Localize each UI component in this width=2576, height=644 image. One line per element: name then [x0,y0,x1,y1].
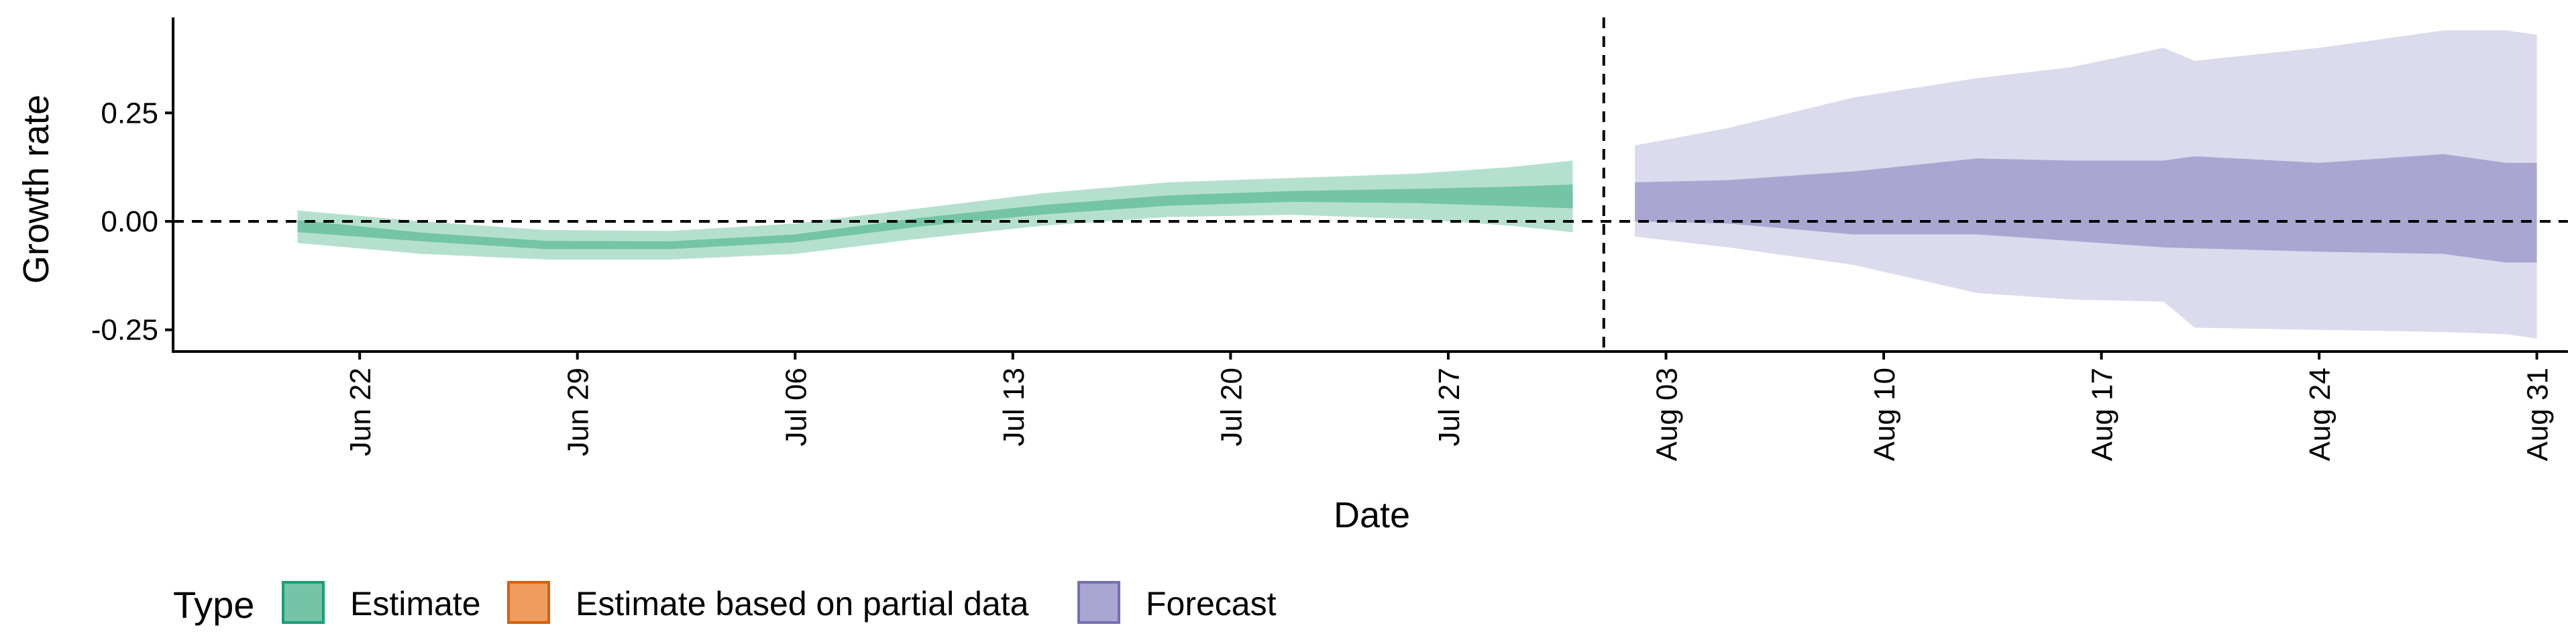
legend-key-forecast [1077,581,1120,624]
legend-key-estimate-based-on-partial-data [507,581,550,624]
y-tick-label: 0.25 [101,97,158,129]
x-tick-label: Jul 27 [1433,368,1466,446]
x-axis-title: Date [1334,495,1410,535]
x-tick-label: Aug 17 [2086,368,2119,461]
y-axis-title: Growth rate [16,95,56,284]
legend-label: Forecast [1146,585,1277,623]
estimate-outer-interval [297,160,1573,260]
x-tick-label: Jul 13 [998,368,1030,446]
x-tick-label: Aug 24 [2304,368,2337,461]
legend-key-estimate [282,581,325,624]
forecast-inner-interval [1635,154,2537,263]
legend: Type Estimate Estimate based on partial d… [173,581,1277,626]
x-tick-label: Aug 31 [2522,368,2555,461]
legend-label: Estimate based on partial data [576,585,1029,623]
x-tick-label: Aug 03 [1651,368,1684,461]
estimate-inner-interval [297,184,1573,250]
legend-title: Type [173,584,254,626]
x-tick-label: Jul 06 [780,368,812,446]
y-tick-label: -0.25 [91,314,158,347]
x-tick-label: Jun 29 [562,368,595,456]
x-tick-label: Aug 10 [1868,368,1901,461]
y-tick-label: 0.00 [101,205,158,238]
x-tick-label: Jun 22 [344,368,377,456]
x-tick-label: Jul 20 [1215,368,1248,446]
axes: 0.25 0.00 -0.25 Jun 22 Jun 29 Jul 06 Jul 13 Jul… [91,17,2568,461]
plot-area [173,17,2568,352]
legend-label: Estimate [350,585,481,623]
